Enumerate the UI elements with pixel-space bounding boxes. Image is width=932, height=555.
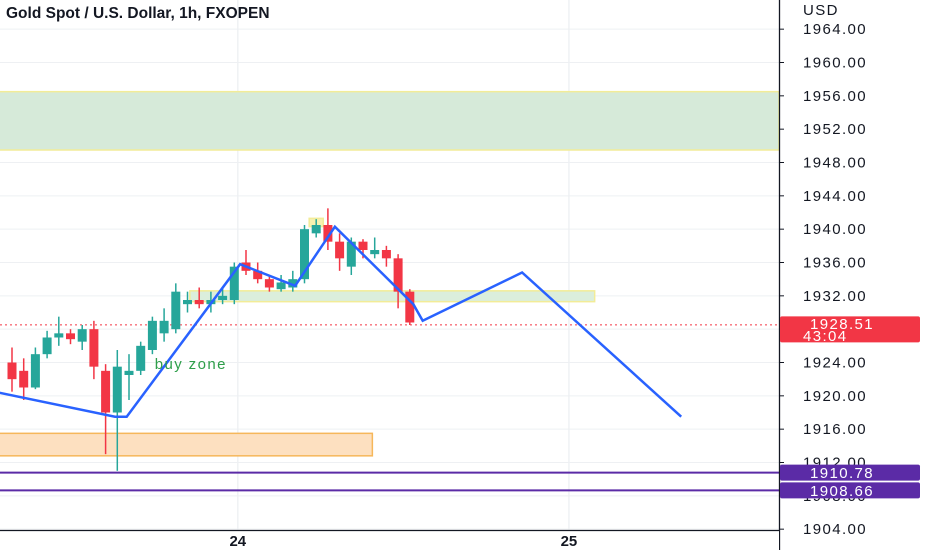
candle-body-6 xyxy=(77,329,87,342)
candle-body-30 xyxy=(358,241,368,250)
candle-body-15 xyxy=(183,300,192,305)
candle-body-7 xyxy=(89,329,99,367)
candle-body-12 xyxy=(147,320,157,350)
current-price-label: 1928.51 xyxy=(810,316,874,333)
zone-buy xyxy=(0,432,374,457)
candle-body-8 xyxy=(101,370,111,413)
candle-body-28 xyxy=(335,241,345,259)
candle-body-19 xyxy=(229,266,239,300)
candle-body-14 xyxy=(171,291,181,330)
candle-body-9 xyxy=(112,366,122,413)
price-axis[interactable]: USD1904.001908.001912.001916.001920.0019… xyxy=(778,0,932,550)
price-tick-label-14: 1960.00 xyxy=(803,55,867,72)
candle-body-32 xyxy=(381,250,391,259)
candle-body-11 xyxy=(136,345,146,371)
price-tick-label-8: 1936.00 xyxy=(803,255,867,272)
candle-body-27 xyxy=(323,225,333,242)
currency-label: USD xyxy=(803,2,839,19)
candle-body-33 xyxy=(393,258,403,292)
price-tick-label-10: 1944.00 xyxy=(803,188,867,205)
candle-body-34 xyxy=(405,291,415,323)
price-tick-label-4: 1920.00 xyxy=(803,388,867,405)
chart-title: Gold Spot / U.S. Dollar, 1h, FXOPEN xyxy=(6,5,270,22)
projection-line-0 xyxy=(0,224,683,418)
current-price-countdown: 43:04 xyxy=(803,328,848,345)
price-tick-label-3: 1916.00 xyxy=(803,421,867,438)
candle-body-29 xyxy=(346,241,356,267)
buy-zone-label: buy zone xyxy=(155,356,227,373)
candle-body-31 xyxy=(370,250,380,255)
zones-layer xyxy=(0,90,780,457)
price-tick-label-5: 1924.00 xyxy=(803,355,867,372)
price-tick-label-9: 1940.00 xyxy=(803,221,867,238)
price-tick-label-11: 1948.00 xyxy=(803,155,867,172)
price-tick-label-0: 1904.00 xyxy=(803,521,867,538)
zone-supply xyxy=(0,90,780,151)
time-tick-label-0: 24 xyxy=(229,533,246,550)
candle-body-4 xyxy=(54,333,64,338)
price-tick-label-13: 1956.00 xyxy=(803,88,867,105)
time-axis[interactable]: 24 25 xyxy=(0,529,779,550)
candle-body-1 xyxy=(19,370,29,388)
candle-body-16 xyxy=(194,300,204,305)
price-tick-label-12: 1952.00 xyxy=(803,121,867,138)
candle-body-22 xyxy=(264,279,274,288)
time-axis-bg xyxy=(0,530,779,550)
hline-badge-1 xyxy=(780,482,920,499)
candle-body-0 xyxy=(7,362,17,380)
candle-body-21 xyxy=(253,270,263,280)
hline-badge-label-1: 1908.66 xyxy=(810,483,874,500)
hline-badge-label-0: 1910.78 xyxy=(810,465,874,482)
horizontal-lines-layer xyxy=(0,324,779,492)
time-tick-label-1: 25 xyxy=(561,533,578,550)
candle-body-5 xyxy=(66,333,75,340)
price-tick-label-7: 1932.00 xyxy=(803,288,867,305)
candle-body-18 xyxy=(218,295,228,300)
candle-body-2 xyxy=(30,354,40,388)
price-axis-bg xyxy=(779,0,932,550)
zone-mid xyxy=(189,290,596,303)
candle-body-26 xyxy=(311,225,321,234)
candle-body-10 xyxy=(124,370,134,375)
candle-body-25 xyxy=(300,229,309,280)
candle-body-3 xyxy=(42,337,52,355)
price-tick-label-15: 1964.00 xyxy=(803,21,867,38)
hline-badge-0 xyxy=(780,464,920,481)
candle-body-24 xyxy=(288,279,298,288)
labels-layer: buy zone xyxy=(155,356,227,373)
candle-body-13 xyxy=(159,320,169,334)
current-price-badge xyxy=(780,316,920,343)
candle-body-23 xyxy=(276,282,286,290)
projection-layer xyxy=(0,224,683,418)
candles-layer xyxy=(7,208,415,471)
